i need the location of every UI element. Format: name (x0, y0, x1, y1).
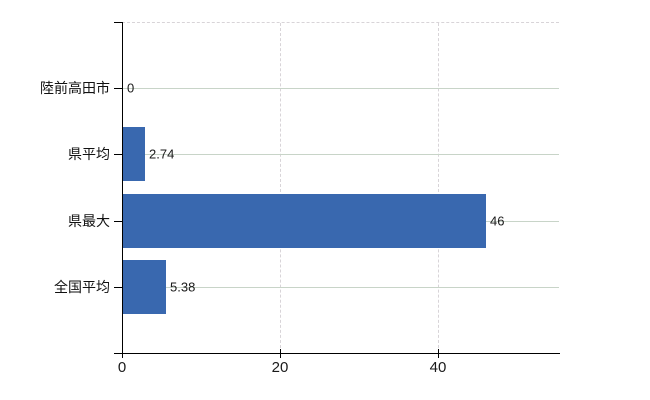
x-axis-line (114, 353, 560, 354)
x-axis-tick (438, 349, 439, 358)
bar (123, 260, 166, 314)
y-axis-category-label: 県最大 (68, 212, 110, 229)
y-axis-category-label: 県平均 (68, 146, 110, 163)
x-axis-tick-label: 0 (117, 359, 127, 376)
gridline-horizontal (123, 88, 559, 89)
y-axis-tick (114, 221, 122, 222)
y-axis-tick (114, 88, 122, 89)
x-axis-tick (122, 349, 123, 358)
bar (123, 127, 145, 181)
y-axis-tick (114, 154, 122, 155)
bar-value-label: 0 (127, 80, 135, 96)
bar-value-label: 46 (490, 213, 505, 229)
x-axis-tick (280, 349, 281, 358)
gridline-vertical (280, 23, 281, 353)
gridline-horizontal (123, 287, 559, 288)
y-axis-category-label: 陸前高田市 (40, 80, 110, 97)
bar (123, 194, 486, 248)
plot-area (122, 22, 559, 353)
y-axis-top-tick (114, 22, 122, 23)
x-axis-tick-label: 40 (429, 359, 447, 376)
y-axis-category-label: 全国平均 (54, 278, 110, 295)
y-axis-tick (114, 287, 122, 288)
x-axis-tick-label: 20 (271, 359, 289, 376)
gridline-vertical (438, 23, 439, 353)
bar-value-label: 5.38 (170, 279, 196, 295)
y-axis-line (122, 22, 123, 353)
bar-value-label: 2.74 (149, 146, 175, 162)
gridline-horizontal (123, 154, 559, 155)
